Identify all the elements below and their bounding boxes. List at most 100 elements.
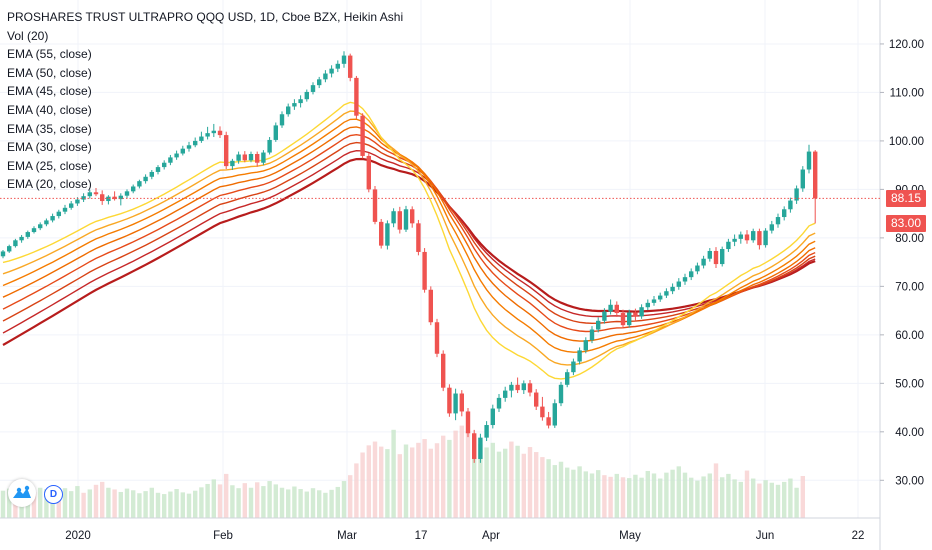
candle-body [118,195,123,200]
volume-bar [713,463,719,518]
dividend-badge[interactable]: D [44,485,63,504]
volume-bar [534,452,539,518]
x-tick-label: May [619,530,641,542]
volume-bar [292,486,297,518]
volume-bar [0,490,6,518]
volume-bar [472,436,477,518]
candle-body [478,437,483,459]
candle-body [366,155,371,190]
candle-body [149,171,154,177]
chart-grid [0,0,880,518]
candle-body [205,133,210,137]
candle-body [255,154,260,163]
ema-line-30 [2,118,816,353]
candle-body [515,384,520,391]
volume-bar [261,486,266,518]
candle-body [639,307,644,317]
candle-body [645,302,650,308]
ema-ribbon [2,101,816,380]
volume-bar [248,487,254,518]
volume-bar [224,473,229,518]
volume-bars [0,425,805,518]
volume-bar [403,444,409,518]
volume-bar [385,449,390,518]
candle-body [651,299,657,303]
candle-body [751,231,756,241]
volume-bar [682,472,688,518]
candle-body [385,223,390,246]
candle-body [230,160,235,167]
volume-bar [639,477,644,518]
volume-bar [732,479,737,518]
candle-body [242,154,247,161]
candle-body [428,289,433,323]
volume-bar [298,489,303,518]
ema-price-tag: 83.00 [886,214,926,232]
volume-bar [242,483,247,518]
tradingview-logo-icon[interactable] [8,479,36,507]
candle-body [50,216,55,221]
candle-body [602,311,607,321]
candle-body [577,350,582,362]
candle-body [534,392,539,407]
volume-bar [62,488,68,518]
candle-body [7,246,12,252]
candle-body [211,130,216,134]
volume-bar [441,435,446,518]
candle-body [689,271,694,278]
volume-bar [788,478,793,518]
candle-body [552,403,557,426]
candle-body [434,322,440,354]
volume-bar [106,487,111,518]
volume-bar [143,491,148,518]
volume-bar [255,482,260,518]
volume-bar [589,473,595,518]
candle-body [372,189,378,222]
heikin-ashi-candles [0,51,818,463]
candle-body [87,192,92,197]
volume-bar [348,475,353,518]
candle-body [763,230,768,246]
volume-bar [379,446,384,518]
candle-body [317,79,322,86]
candle-body [472,433,477,459]
candle-body [354,77,359,116]
volume-bar [230,485,235,518]
volume-bar [180,492,185,518]
volume-bar [56,490,61,518]
volume-bar [341,481,347,518]
volume-bar [558,461,564,518]
volume-bar [509,441,514,518]
volume-bar [149,487,154,518]
candle-body [707,250,712,259]
candle-body [403,209,409,230]
candle-body [112,196,117,200]
x-tick-label: Apr [482,530,500,542]
volume-bar [286,489,291,518]
volume-bar [701,476,706,518]
candle-body [162,162,167,168]
candle-body [589,329,595,341]
candle-body [335,63,340,69]
volume-bar [664,472,669,518]
candle-body [379,221,384,246]
volume-bar [577,466,582,518]
candle-body [224,135,229,167]
x-tick-label: Jun [756,530,775,542]
candle-body [682,277,688,282]
candle-body [416,223,421,252]
candle-body [298,99,303,104]
candle-body [19,236,24,241]
y-tick-label: 110.00 [890,87,924,99]
volume-bar [552,465,557,518]
volume-bar [744,470,750,518]
volume-bar [800,476,805,518]
volume-bar [360,452,365,518]
candle-body [744,234,750,241]
candle-body [459,393,464,412]
volume-bar [546,459,551,518]
volume-bar [490,442,495,518]
volume-bar [689,477,694,518]
candle-body [441,353,446,388]
